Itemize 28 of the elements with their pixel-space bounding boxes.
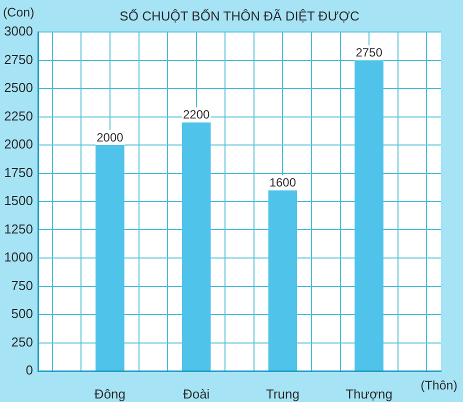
x-tick-label: Trung	[266, 386, 300, 402]
bar	[182, 122, 211, 370]
y-tick-label: 1000	[4, 250, 33, 265]
y-tick-label: 3000	[4, 24, 33, 39]
y-tick-label: 2500	[4, 80, 33, 96]
y-tick-label: 750	[11, 278, 33, 293]
y-tick-label: 1500	[4, 193, 33, 208]
x-axis-title: (Thôn)	[420, 378, 458, 392]
data-label: 2200	[182, 108, 210, 122]
y-tick-label: 2250	[4, 108, 33, 124]
y-tick-label: 1750	[4, 164, 33, 180]
data-label: 2750	[356, 46, 383, 60]
y-tick-label: 0	[26, 362, 33, 378]
x-tick-label: Đông	[94, 386, 126, 402]
x-tick-label: Đoài	[182, 386, 210, 402]
bar	[96, 145, 124, 370]
y-tick-label: 250	[11, 334, 33, 350]
y-tick-label: 2000	[4, 136, 33, 152]
y-tick-label: 2750	[4, 52, 33, 67]
y-tick-label: 500	[11, 306, 33, 322]
bar	[268, 190, 298, 370]
y-tick-label: 1250	[4, 221, 33, 236]
chart-title: SỐ CHUỘT BỐN THÔN ĐÃ DIỆT ĐƯỢC	[120, 8, 360, 24]
y-axis-title: (Con)	[3, 5, 34, 20]
data-label: 1600	[269, 176, 296, 190]
data-label: 2000	[96, 130, 124, 144]
bar	[354, 60, 384, 370]
x-tick-label: Thượng	[346, 386, 392, 402]
